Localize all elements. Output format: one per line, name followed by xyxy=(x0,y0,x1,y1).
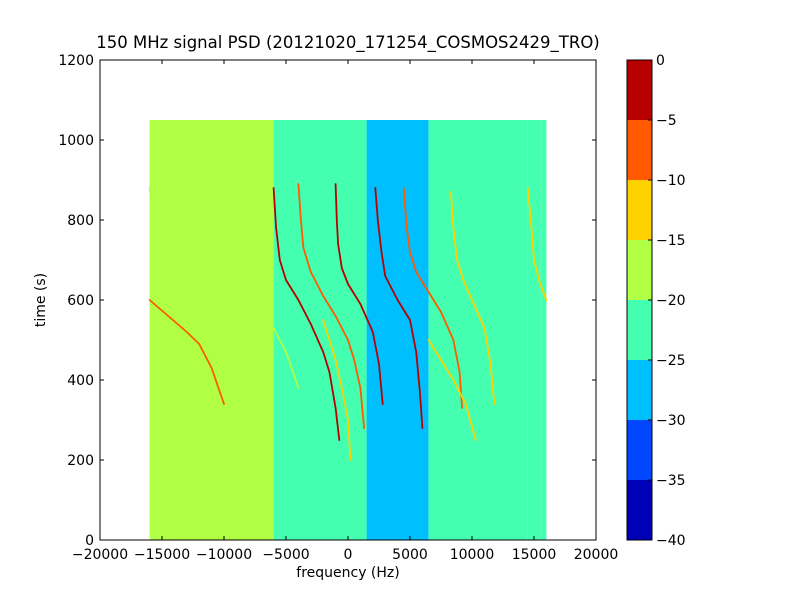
colorbar-segment xyxy=(627,60,652,120)
signal-trace xyxy=(526,187,548,301)
colorbar-tick-label: −30 xyxy=(656,413,686,429)
signal-trace xyxy=(148,299,225,405)
heatmap-band xyxy=(366,120,429,540)
y-tick-label: 600 xyxy=(67,293,94,309)
y-tick-label: 200 xyxy=(67,453,94,469)
y-tick-label: 1000 xyxy=(58,133,94,149)
y-axis-label: time (s) xyxy=(33,273,49,327)
colorbar-segment xyxy=(627,180,652,240)
y-tick-label: 0 xyxy=(85,533,94,549)
colorbar-segment xyxy=(627,300,652,360)
colorbar: 0 −5 −10 −15 −20 −25 −30 −35 −40 xyxy=(626,53,686,549)
signal-trace xyxy=(402,187,463,409)
x-tick-label: 0 xyxy=(344,547,353,563)
heatmap-layer xyxy=(149,120,547,540)
x-tick-label: −10000 xyxy=(196,547,252,563)
signal-trace xyxy=(334,183,384,405)
x-tick-label: 10000 xyxy=(450,547,495,563)
heatmap-band xyxy=(540,120,547,540)
colorbar-segment xyxy=(627,120,652,180)
signal-trace xyxy=(427,339,477,441)
colorbar-tick-label: −25 xyxy=(656,353,686,369)
y-tick-label: 400 xyxy=(67,373,94,389)
colorbar-tick-label: −35 xyxy=(656,473,686,489)
x-tick-label: −15000 xyxy=(134,547,190,563)
colorbar-segment xyxy=(627,420,652,480)
signal-trace xyxy=(148,187,225,373)
y-axis: 0 200 400 600 800 1000 1200 xyxy=(58,53,596,549)
x-tick-label: 20000 xyxy=(574,547,619,563)
colorbar-tick-label: 0 xyxy=(656,53,665,69)
signal-trace xyxy=(374,187,424,429)
chart-title: 150 MHz signal PSD (20121020_171254_COSM… xyxy=(96,33,600,53)
colorbar-segment xyxy=(627,360,652,420)
signal-trace xyxy=(223,219,300,389)
heatmap-band xyxy=(149,120,224,540)
colorbar-tick-label: −5 xyxy=(656,113,677,129)
x-tick-label: 5000 xyxy=(392,547,428,563)
colorbar-tick-label: −15 xyxy=(656,233,686,249)
heatmap-plot-area xyxy=(99,59,597,541)
colorbar-segment xyxy=(627,240,652,300)
signal-trace xyxy=(297,183,365,429)
x-tick-label: 15000 xyxy=(512,547,557,563)
colorbar-tick-label: −10 xyxy=(656,173,686,189)
colorbar-segment xyxy=(627,480,652,540)
signal-traces xyxy=(148,183,548,461)
x-axis: −20000 −15000 −10000 −5000 0 5000 10000 15000 20… xyxy=(72,60,618,563)
signal-trace xyxy=(272,187,341,441)
x-tick-label: −20000 xyxy=(72,547,128,563)
colorbar-tick-label: −40 xyxy=(656,533,686,549)
heatmap-band xyxy=(527,120,541,540)
x-axis-label: frequency (Hz) xyxy=(296,565,399,581)
heatmap-band xyxy=(224,120,274,540)
y-tick-label: 1200 xyxy=(58,53,94,69)
x-tick-label: −5000 xyxy=(262,547,309,563)
heatmap-band xyxy=(428,120,528,540)
y-tick-label: 800 xyxy=(67,213,94,229)
colorbar-tick-label: −20 xyxy=(656,293,686,309)
signal-trace xyxy=(450,191,496,405)
signal-trace xyxy=(322,319,352,461)
